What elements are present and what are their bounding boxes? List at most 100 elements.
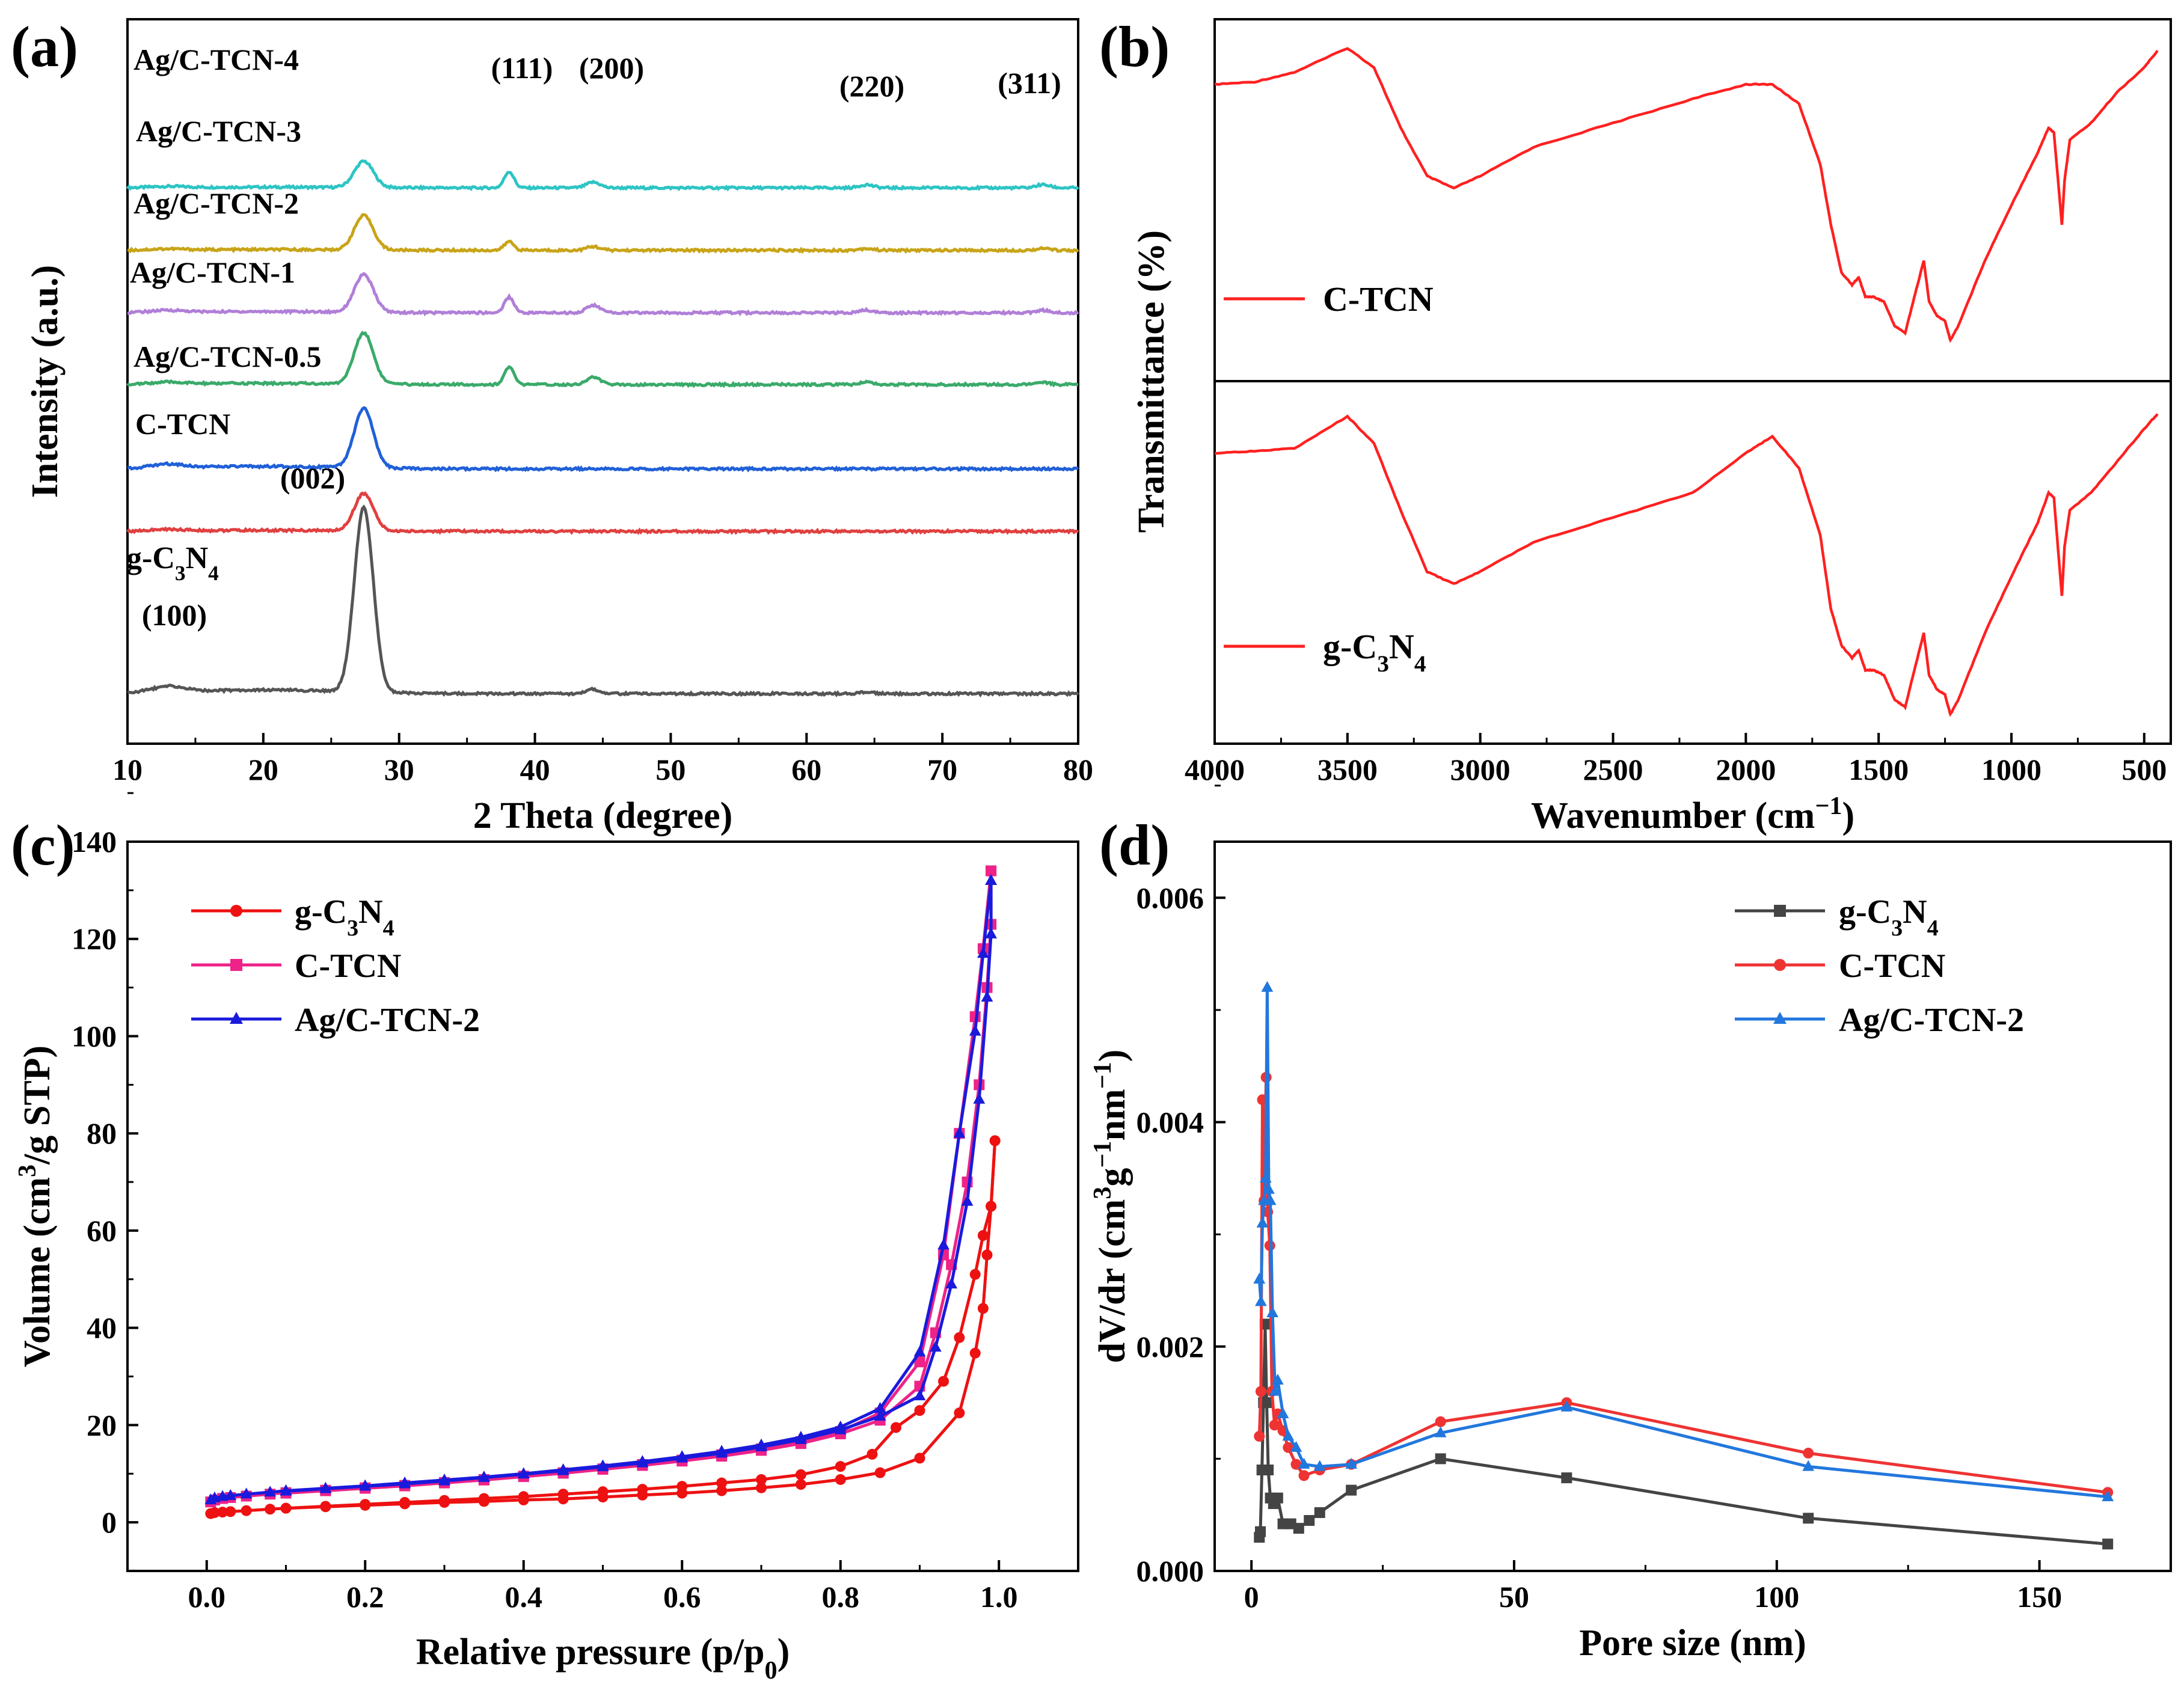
x-axis-label: Wavenumber (cm−1) <box>1531 792 1854 837</box>
x-tick-label: 3500 <box>1317 753 1378 786</box>
x-tick-label: 20 <box>248 753 278 786</box>
panel-label: (c) <box>11 813 75 877</box>
panel-c-isotherm: 0.0 0.2 0.4 0.6 0.8 1.0 0 20 40 60 80 100 120 140 Rela… <box>11 792 1079 1685</box>
data-point <box>280 1484 292 1496</box>
data-point <box>1255 1386 1266 1397</box>
data-point <box>1314 1507 1325 1518</box>
x-tick-label: 80 <box>1063 753 1093 786</box>
data-point <box>1261 981 1274 992</box>
data-point <box>1803 1448 1814 1459</box>
data-point <box>1435 1416 1446 1427</box>
legend-label: g-C3N4 <box>295 893 394 941</box>
xrd-curve <box>126 331 1079 388</box>
data-point <box>977 947 989 958</box>
legend-label: C-TCN <box>1323 280 1434 319</box>
y-tick-label: 120 <box>72 922 117 956</box>
x-tick-label: 2000 <box>1716 753 1776 786</box>
xrd-curve <box>127 272 1079 317</box>
y-axis-label: Intensity (a.u.) <box>25 265 66 498</box>
series-label: Ag/C-TCN-1 <box>130 256 295 289</box>
data-point <box>224 1489 237 1500</box>
data-point <box>1346 1484 1357 1496</box>
data-point <box>756 1482 767 1493</box>
y-axis-label: dV/dr (cm3g−1nm−1) <box>1088 1050 1133 1364</box>
data-point <box>1298 1457 1310 1469</box>
data-point <box>913 1345 926 1357</box>
x-tick-label: 0 <box>1244 1580 1259 1614</box>
data-point <box>2102 1490 2114 1502</box>
data-point <box>716 1477 728 1489</box>
y-tick-label: 140 <box>72 825 117 859</box>
data-point <box>986 865 997 877</box>
data-point <box>1298 1470 1310 1481</box>
legend-marker <box>230 1012 243 1024</box>
x-tick-label: 0.8 <box>822 1580 860 1614</box>
data-point <box>1304 1515 1315 1526</box>
x-tick-label: 1.0 <box>980 1580 1018 1614</box>
data-point <box>676 1481 688 1492</box>
data-point <box>1263 1183 1275 1194</box>
data-point <box>954 1407 965 1419</box>
xrd-curve <box>126 159 1079 192</box>
data-point <box>1255 1526 1266 1537</box>
legend-marker <box>1774 959 1786 971</box>
data-point <box>977 1303 989 1314</box>
data-point <box>1434 1426 1447 1437</box>
legend-label: C-TCN <box>295 947 401 985</box>
x-tick-label: 150 <box>2017 1580 2062 1614</box>
peak-label: (100) <box>142 598 207 632</box>
x-tick-label: 50 <box>655 753 686 786</box>
data-point <box>1254 1295 1267 1306</box>
x-tick-label: 0.6 <box>663 1580 701 1614</box>
data-point <box>1266 1306 1278 1317</box>
data-point <box>986 1201 997 1212</box>
ftir-curve <box>1214 413 2159 717</box>
data-point <box>835 1474 846 1485</box>
data-point <box>597 1460 609 1472</box>
x-tick-label: 1500 <box>1848 753 1909 786</box>
data-point <box>985 874 997 885</box>
pore-curve <box>1257 1077 2108 1494</box>
data-point <box>1263 1465 1274 1476</box>
data-point <box>264 1486 277 1497</box>
y-tick-label: 0.004 <box>1136 1106 1204 1139</box>
data-point <box>438 1474 450 1486</box>
data-point <box>755 1440 767 1451</box>
data-point <box>241 1505 252 1516</box>
x-tick-label: 40 <box>520 753 550 786</box>
y-tick-label: 0.006 <box>1136 881 1204 914</box>
data-point <box>1435 1453 1446 1465</box>
pore-curve <box>1257 987 2108 1499</box>
isotherm-desorption-line <box>286 880 993 1493</box>
xrd-curve <box>126 491 1079 535</box>
y-tick-label: 0.002 <box>1136 1330 1204 1364</box>
data-point <box>477 1471 490 1482</box>
isotherm-desorption-line <box>286 871 993 1495</box>
peak-label: (311) <box>998 66 1061 100</box>
data-point <box>973 1092 986 1104</box>
data-point <box>874 1402 886 1413</box>
data-point <box>478 1493 489 1504</box>
data-point <box>795 1479 806 1490</box>
data-point <box>217 1507 229 1518</box>
y-axis-label: Volume (cm3/g STP) <box>13 1045 58 1367</box>
data-point <box>981 990 993 1002</box>
x-tick-label: 70 <box>927 753 957 786</box>
legend-marker <box>230 905 242 917</box>
data-point <box>1293 1523 1304 1534</box>
y-tick-label: 40 <box>87 1311 117 1345</box>
data-point <box>1254 1431 1265 1442</box>
data-point <box>1802 1460 1815 1471</box>
pore-curve <box>1257 1324 2108 1546</box>
data-point <box>439 1495 450 1506</box>
legend-label: C-TCN <box>1839 947 1945 985</box>
data-point <box>1290 1440 1302 1452</box>
data-point <box>1345 1457 1358 1469</box>
data-point <box>1259 1172 1272 1183</box>
plot-frame <box>1213 840 2172 1572</box>
peak-label: (002) <box>280 461 345 495</box>
data-point <box>716 1485 728 1496</box>
data-point <box>1277 1407 1289 1418</box>
data-point <box>1271 1373 1284 1385</box>
